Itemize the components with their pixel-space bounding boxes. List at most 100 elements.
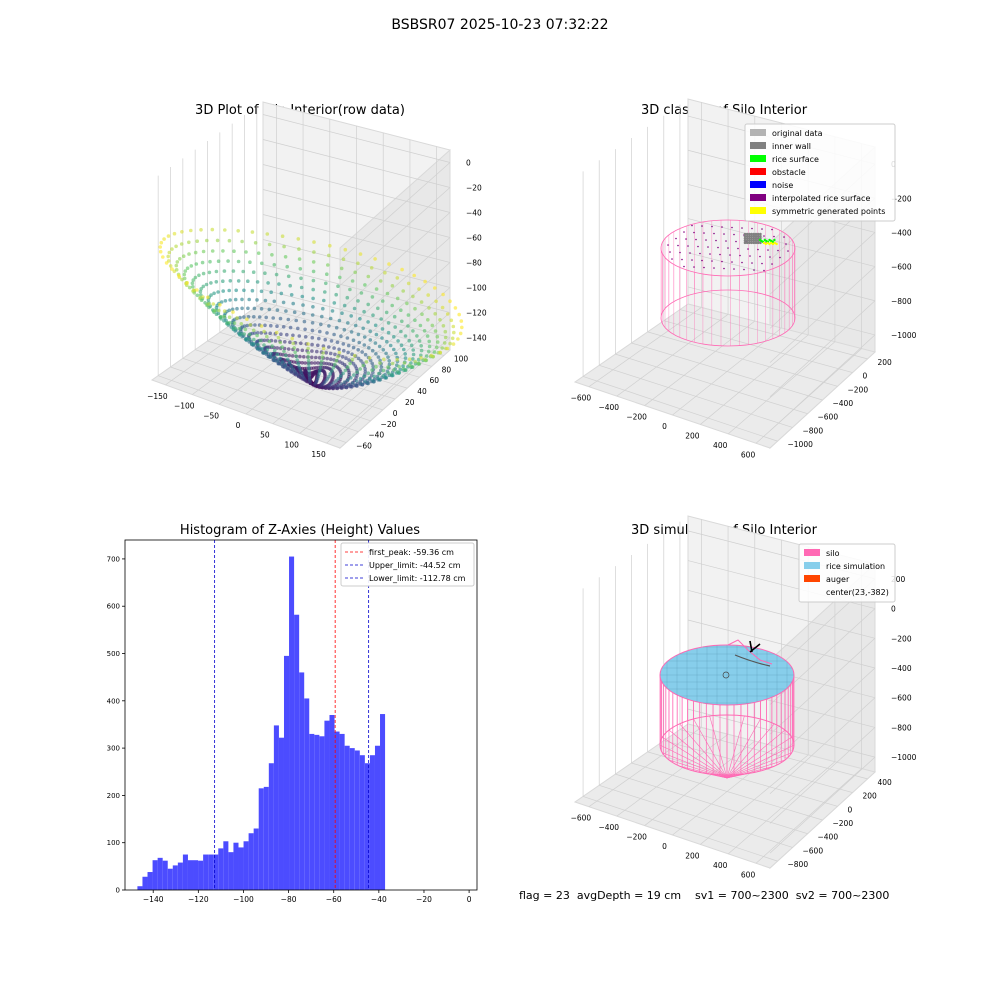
histogram-bar bbox=[157, 857, 163, 890]
point-cloud-point bbox=[292, 346, 297, 350]
point-cloud-point bbox=[258, 338, 263, 343]
legend-swatch bbox=[750, 181, 766, 188]
z-tick-label: −140 bbox=[466, 334, 487, 343]
point-cloud-point bbox=[453, 306, 458, 310]
interpolated-point bbox=[697, 245, 699, 248]
point-cloud-point bbox=[265, 232, 270, 236]
z-gridline bbox=[769, 334, 876, 432]
point-cloud-point bbox=[286, 274, 291, 279]
point-cloud-point bbox=[298, 267, 303, 271]
point-cloud-point bbox=[193, 250, 198, 255]
point-cloud-point bbox=[373, 341, 378, 345]
point-cloud-point bbox=[276, 335, 281, 340]
point-cloud-point bbox=[362, 309, 366, 314]
point-cloud-point bbox=[199, 228, 203, 232]
histogram-bar bbox=[198, 860, 204, 890]
point-cloud-point bbox=[198, 289, 203, 294]
z-tick-label: −800 bbox=[891, 297, 912, 306]
y-gridline bbox=[182, 358, 371, 422]
inner-wall-point bbox=[745, 234, 749, 238]
point-cloud-point bbox=[378, 279, 383, 283]
point-cloud-point bbox=[401, 366, 406, 371]
y-tick-label: 100 bbox=[454, 354, 469, 363]
point-cloud-point bbox=[240, 239, 244, 244]
point-cloud-point bbox=[274, 330, 279, 335]
x-tick-label: 100 bbox=[285, 440, 300, 449]
y-tick-label: −1000 bbox=[788, 440, 814, 449]
point-cloud-point bbox=[392, 335, 396, 339]
point-cloud-point bbox=[312, 250, 316, 254]
histogram-bar bbox=[152, 860, 158, 890]
legend-label: auger bbox=[826, 575, 850, 584]
point-cloud-point bbox=[311, 278, 316, 283]
interpolated-point bbox=[731, 261, 733, 263]
point-cloud-point bbox=[212, 291, 216, 296]
point-cloud-point bbox=[310, 328, 315, 333]
point-cloud-point bbox=[386, 330, 391, 335]
point-cloud-point bbox=[291, 301, 296, 306]
point-cloud-point bbox=[336, 355, 340, 359]
point-cloud-point bbox=[443, 329, 448, 334]
histogram-bar bbox=[299, 672, 305, 890]
point-cloud-point bbox=[392, 314, 397, 319]
point-cloud-point bbox=[275, 308, 280, 312]
point-cloud-point bbox=[451, 324, 456, 329]
point-cloud-point bbox=[204, 282, 209, 287]
point-cloud-point bbox=[294, 354, 299, 359]
point-cloud-point bbox=[185, 281, 189, 285]
point-cloud-point bbox=[236, 279, 241, 283]
point-cloud-point bbox=[226, 259, 230, 263]
y-gridline bbox=[582, 376, 778, 442]
point-cloud-point bbox=[357, 340, 362, 345]
histogram-bar bbox=[359, 755, 365, 890]
rice-surface-point bbox=[773, 238, 776, 242]
point-cloud-point bbox=[227, 238, 232, 243]
point-cloud-point bbox=[440, 346, 445, 350]
interpolated-point bbox=[763, 269, 765, 272]
interpolated-point bbox=[721, 226, 723, 228]
point-cloud-point bbox=[386, 355, 390, 359]
point-cloud-point bbox=[381, 374, 386, 378]
plot1-title: 3D Plot of Silo Interior(row data) bbox=[195, 103, 405, 118]
point-cloud-point bbox=[339, 385, 343, 390]
point-cloud-point bbox=[179, 242, 184, 246]
histogram-bar bbox=[162, 860, 168, 890]
status-footer: flag = 23 avgDepth = 19 cm sv1 = 700~230… bbox=[519, 889, 890, 902]
interpolated-point bbox=[779, 256, 781, 259]
point-cloud-point bbox=[356, 332, 361, 337]
point-cloud-point bbox=[209, 281, 213, 285]
point-cloud-point bbox=[288, 283, 293, 288]
point-cloud-point bbox=[231, 310, 235, 314]
point-cloud-point bbox=[449, 318, 454, 323]
point-cloud-point bbox=[344, 356, 348, 361]
y-gridline bbox=[631, 342, 823, 401]
point-cloud-point bbox=[314, 355, 318, 360]
point-cloud-point bbox=[332, 346, 336, 350]
x-tick-label: 600 bbox=[741, 450, 756, 459]
point-cloud-point bbox=[351, 338, 356, 343]
point-cloud-point bbox=[268, 355, 273, 359]
z-gridline bbox=[687, 252, 876, 302]
point-cloud-point bbox=[267, 339, 272, 344]
point-cloud-point bbox=[255, 280, 260, 284]
y-gridline bbox=[599, 784, 793, 848]
point-cloud-point bbox=[413, 306, 417, 311]
point-cloud-point bbox=[460, 325, 464, 330]
point-cloud-point bbox=[311, 296, 315, 301]
point-cloud-point bbox=[310, 335, 315, 340]
point-cloud-point bbox=[363, 367, 367, 371]
point-cloud-point bbox=[371, 313, 375, 318]
point-cloud-point bbox=[417, 339, 422, 343]
silo-top-ring bbox=[660, 219, 796, 277]
plot-frame bbox=[124, 539, 478, 891]
interpolated-point bbox=[723, 267, 725, 270]
point-cloud-point bbox=[299, 341, 303, 346]
point-cloud-point bbox=[342, 348, 346, 353]
point-cloud-point bbox=[456, 337, 460, 341]
point-cloud-point bbox=[298, 354, 302, 359]
histogram-bar bbox=[354, 750, 360, 890]
point-cloud-point bbox=[180, 277, 184, 282]
point-cloud-point bbox=[403, 352, 408, 356]
z-tick-label: −600 bbox=[891, 694, 912, 703]
